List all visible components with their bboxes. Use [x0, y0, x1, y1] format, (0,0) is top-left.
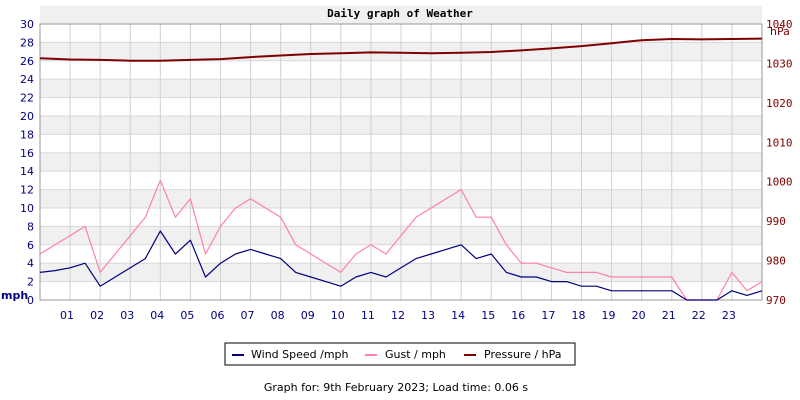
grid-band — [40, 5, 762, 24]
chart-title: Daily graph of Weather — [327, 7, 473, 20]
left-tick-label: 26 — [20, 55, 34, 68]
x-tick-label: 08 — [271, 309, 285, 322]
right-tick-label: 1030 — [766, 57, 793, 70]
right-tick-label: 970 — [766, 294, 786, 307]
x-tick-label: 11 — [361, 309, 375, 322]
x-tick-label: 19 — [602, 309, 616, 322]
left-tick-label: 8 — [27, 220, 34, 233]
left-tick-label: 18 — [20, 128, 34, 141]
left-tick-label: 0 — [27, 294, 34, 307]
x-tick-label: 07 — [241, 309, 255, 322]
left-tick-label: 4 — [27, 257, 34, 270]
x-tick-label: 23 — [722, 309, 736, 322]
series-line-2 — [39, 37, 763, 62]
left-tick-label: 24 — [20, 73, 34, 86]
x-tick-label: 16 — [511, 309, 525, 322]
x-tick-label: 17 — [541, 309, 555, 322]
left-tick-label: 2 — [27, 276, 34, 289]
x-tick-label: 02 — [90, 309, 104, 322]
x-tick-label: 12 — [391, 309, 405, 322]
legend-label-pressure: Pressure / hPa — [484, 348, 562, 361]
left-axis-label: mph — [1, 289, 28, 302]
x-tick-label: 20 — [632, 309, 646, 322]
right-tick-label: 980 — [766, 255, 786, 268]
right-tick-label: 1010 — [766, 136, 793, 149]
left-tick-label: 14 — [20, 165, 34, 178]
x-tick-label: 15 — [481, 309, 495, 322]
legend-label-wind: Wind Speed /mph — [251, 348, 349, 361]
x-tick-label: 10 — [331, 309, 345, 322]
right-tick-label: 1020 — [766, 97, 793, 110]
right-tick-label: 1000 — [766, 176, 793, 189]
x-axis-ticks: 01 02 03 04 05 06 07 08 09 10 11 12 13 14 15 16 17 18 19 20… — [60, 309, 736, 322]
legend: Wind Speed /mph Gust / mph Pressure / hP… — [224, 342, 576, 366]
left-tick-label: 20 — [20, 110, 34, 123]
legend-box — [224, 342, 576, 366]
left-tick-label: 10 — [20, 202, 34, 215]
left-tick-label: 22 — [20, 92, 34, 105]
left-tick-label: 28 — [20, 36, 34, 49]
left-tick-label: 30 — [20, 18, 34, 31]
x-tick-label: 04 — [150, 309, 164, 322]
series-line-1 — [39, 179, 763, 301]
x-tick-label: 22 — [692, 309, 706, 322]
right-tick-label: 1040 — [766, 18, 793, 31]
x-tick-label: 09 — [301, 309, 315, 322]
x-tick-label: 05 — [180, 309, 194, 322]
x-tick-label: 01 — [60, 309, 74, 322]
x-tick-label: 13 — [421, 309, 435, 322]
right-axis-label: hPa — [770, 25, 790, 38]
right-tick-label: 990 — [766, 215, 786, 228]
x-tick-label: 03 — [120, 309, 134, 322]
series-line-0 — [39, 230, 763, 301]
left-tick-label: 12 — [20, 184, 34, 197]
x-tick-label: 14 — [451, 309, 465, 322]
legend-label-gust: Gust / mph — [385, 348, 446, 361]
x-tick-label: 18 — [571, 309, 585, 322]
left-tick-label: 6 — [27, 239, 34, 252]
right-axis-ticks: 970 980 990 1000 1010 1020 1030 1040 — [766, 18, 793, 307]
series-group — [39, 37, 763, 301]
plot-area — [39, 23, 763, 301]
footer-text: Graph for: 9th February 2023; Load time:… — [264, 381, 529, 394]
left-tick-label: 16 — [20, 147, 34, 160]
x-tick-label: 06 — [210, 309, 224, 322]
x-tick-label: 21 — [662, 309, 676, 322]
